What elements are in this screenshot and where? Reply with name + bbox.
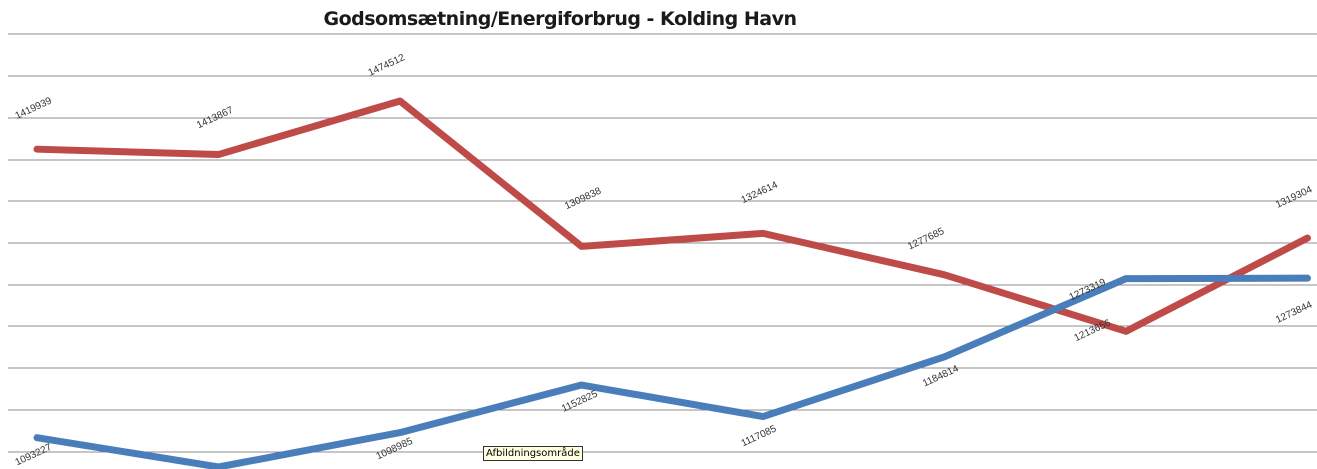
data-label: 1474512: [367, 52, 407, 79]
data-label: 1277685: [906, 226, 946, 253]
data-label: 1117085: [740, 423, 779, 449]
chart-title: Godsomsætning/Energiforbrug - Kolding Ha…: [323, 8, 797, 30]
tooltip-plot-area: Afbildningsområde: [483, 446, 583, 461]
series-lines: [33, 97, 1311, 469]
data-label: 1309838: [563, 186, 603, 213]
gridlines: [8, 33, 1317, 453]
series-line-1[interactable]: [33, 97, 1311, 335]
series-line-2[interactable]: [33, 274, 1311, 469]
data-label: 1273844: [1274, 299, 1314, 326]
data-label: 1093227: [14, 442, 54, 469]
data-label: 1184814: [921, 363, 961, 389]
data-label: 1324614: [740, 179, 780, 206]
data-label: 1319304: [1274, 184, 1314, 211]
